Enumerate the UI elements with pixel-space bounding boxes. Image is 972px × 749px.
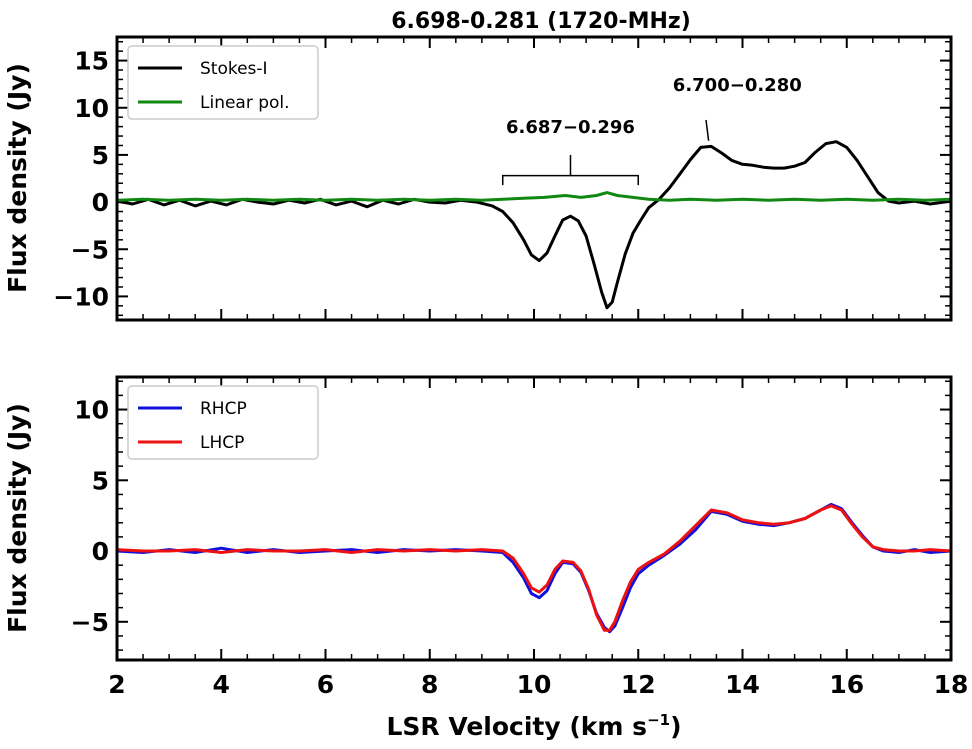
x-axis-label-sup: −1 (647, 711, 670, 729)
top-plot-frame (115, 35, 953, 322)
series-line-linear-pol- (116, 191, 952, 202)
x-tick-label: 6 (317, 670, 334, 699)
annotation-bracket (501, 174, 639, 186)
top-panel: −10 −5 0 5 10 15 6.687−0.296 6.700−0.280 Stoke… (3, 35, 953, 322)
x-tick-label: 4 (213, 670, 230, 699)
legend-label-1: LHCP (200, 433, 244, 453)
x-axis-label-main: LSR Velocity (km s (386, 712, 647, 741)
series-line-rhcp (116, 502, 952, 634)
bottom-y-tick-label: 5 (92, 466, 109, 495)
top-y-tick-label: −5 (71, 235, 109, 264)
figure-title: 6.698-0.281 (1720-MHz) (391, 9, 691, 34)
x-tick-label: 14 (725, 670, 760, 699)
legend-label-0: Stokes-I (200, 59, 268, 79)
annotation-label-1: 6.700−0.280 (673, 75, 802, 96)
bottom-legend: RHCP LHCP (127, 385, 319, 460)
annotation-pointer (705, 119, 710, 141)
x-tick-label: 8 (421, 670, 438, 699)
top-legend: Stokes-I Linear pol. (127, 45, 319, 120)
series-line-stokes-i (116, 140, 952, 310)
annotation-label-0: 6.687−0.296 (506, 117, 635, 138)
bottom-ylabel: Flux density (Jy) (3, 403, 32, 633)
bottom-plot-frame (115, 375, 953, 662)
bottom-panel: 2 4 6 8 10 12 14 16 18 −5 0 5 10 RHCP LHCP Flux densi… (3, 375, 969, 699)
bottom-y-tick-label: −5 (71, 608, 109, 637)
x-tick-label: 10 (517, 670, 552, 699)
series-line-lhcp (116, 504, 952, 632)
legend-label-0: RHCP (200, 399, 247, 419)
top-y-tick-label: −10 (53, 282, 109, 311)
top-ylabel: Flux density (Jy) (3, 63, 32, 293)
x-tick-label: 18 (934, 670, 969, 699)
top-y-tick-label: 0 (92, 188, 109, 217)
bottom-y-tick-label: 10 (74, 396, 109, 425)
top-annotations: 6.687−0.296 6.700−0.280 (501, 75, 802, 186)
x-tick-label: 16 (829, 670, 864, 699)
bottom-y-tick-label: 0 (92, 537, 109, 566)
legend-label-1: Linear pol. (200, 93, 290, 113)
top-series-layer (116, 140, 952, 310)
x-tick-label: 2 (108, 670, 125, 699)
top-y-tick-label: 5 (92, 141, 109, 170)
x-tick-label: 12 (621, 670, 656, 699)
x-axis-label: LSR Velocity (km s−1) (386, 711, 681, 741)
bottom-series-layer (116, 502, 952, 634)
top-y-tick-label: 15 (74, 47, 109, 76)
x-axis-label-end: ) (670, 712, 681, 741)
top-y-tick-label: 10 (74, 94, 109, 123)
